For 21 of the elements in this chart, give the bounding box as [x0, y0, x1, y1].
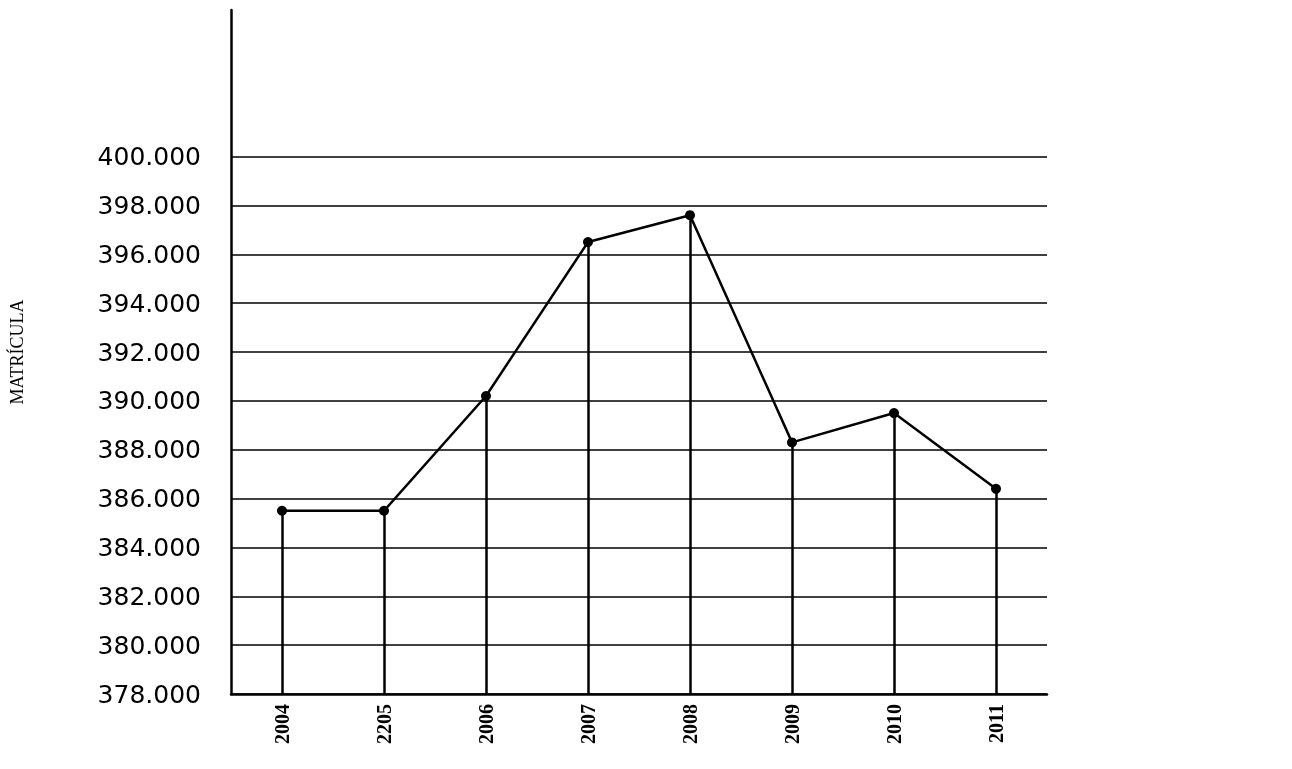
- x-tick-label: 2007: [577, 704, 599, 744]
- x-tick-label: 2006: [475, 704, 497, 744]
- y-tick-label: 394.000: [97, 288, 201, 318]
- y-tick-label: 392.000: [97, 337, 201, 367]
- x-tick-label: 2009: [781, 704, 803, 744]
- x-tick-label: 2011: [985, 704, 1007, 743]
- x-tick-label: 2010: [883, 704, 905, 744]
- y-tick-label: 390.000: [97, 386, 201, 416]
- x-tick-label: 2004: [271, 704, 293, 744]
- x-tick-label: 2205: [373, 704, 395, 744]
- y-tick-label: 400.000: [97, 142, 201, 172]
- y-tick-label: 398.000: [97, 190, 201, 220]
- y-tick-label: 396.000: [97, 239, 201, 269]
- y-tick-label: 384.000: [97, 532, 201, 562]
- x-tick-label: 2008: [679, 704, 701, 744]
- y-tick-label: 380.000: [97, 630, 201, 660]
- y-tick-label: 386.000: [97, 484, 201, 514]
- y-tick-label: 382.000: [97, 581, 201, 611]
- y-tick-label: 378.000: [97, 679, 201, 709]
- y-tick-label: 388.000: [97, 435, 201, 465]
- y-axis-title: MATRÍCULA: [6, 299, 27, 405]
